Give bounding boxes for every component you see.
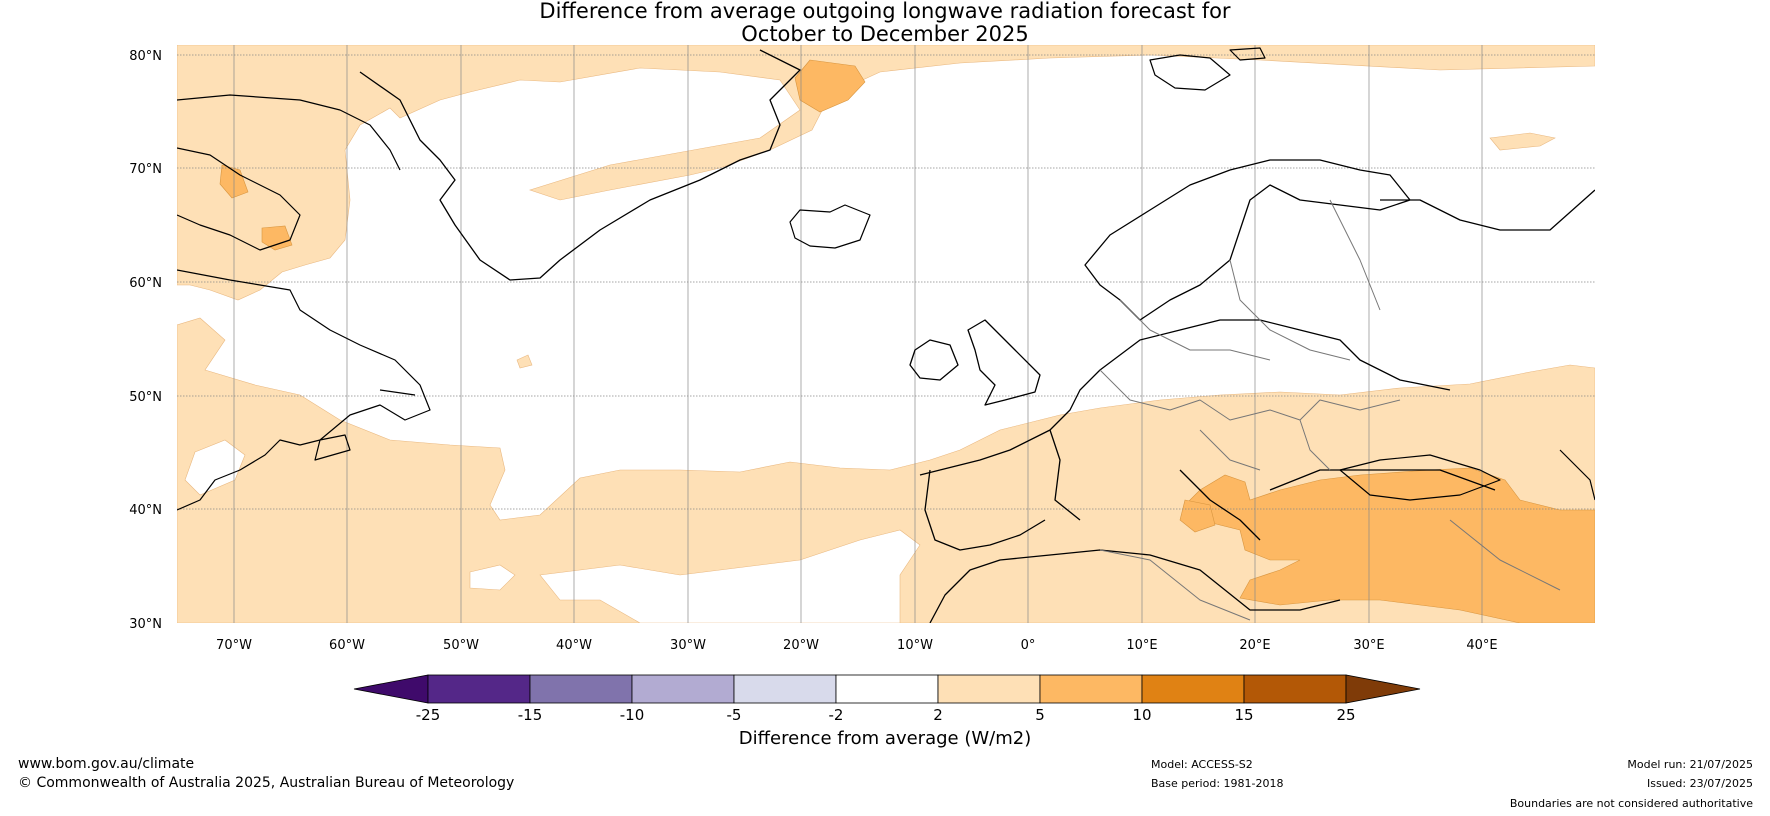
colorbar-tick-label: -25 — [416, 706, 441, 724]
coastline-svalbard — [1149, 47, 1266, 91]
lon-label-50w: 50°W — [443, 638, 479, 653]
anomaly-region-west-atlantic — [177, 317, 1595, 623]
map-gridlines — [177, 45, 1595, 623]
lat-label-60n: 60°N — [129, 276, 162, 291]
anomaly-region-greenland-east — [794, 59, 866, 113]
colorbar-tick-label: -15 — [518, 706, 543, 724]
colorbar-segment — [835, 674, 939, 704]
colorbar-segment — [1039, 674, 1143, 704]
lon-label-0: 0° — [1021, 638, 1036, 653]
anomaly-region-east-med — [1184, 467, 1595, 623]
coastline-greenland — [359, 49, 801, 281]
coastline-british-isles — [909, 319, 1041, 406]
longitude-labels: 70°W 60°W 50°W 40°W 30°W 20°W 10°W 0° 10… — [216, 638, 1498, 653]
coastline-caspian-black-sea — [1339, 449, 1595, 501]
colorbar-segment — [529, 674, 633, 704]
map-title-line-2: October to December 2025 — [741, 22, 1029, 46]
anomaly-patch-atlantic — [516, 354, 533, 369]
colorbar-tick-label: 5 — [1035, 706, 1045, 724]
lat-label-80n: 80°N — [129, 49, 162, 64]
anomaly-region-north — [177, 45, 1595, 301]
boundary-disclaimer: Boundaries are not considered authoritat… — [1509, 797, 1753, 810]
colorbar-tick-label: -10 — [620, 706, 645, 724]
issued-date: Issued: 23/07/2025 — [1646, 777, 1753, 790]
anomaly-patch-barents — [1489, 132, 1556, 151]
colorbar-extend-low — [353, 674, 429, 704]
colorbar-tick-label: -2 — [829, 706, 844, 724]
lon-label-10e: 10°E — [1126, 638, 1157, 653]
colorbar-tick-label: 25 — [1336, 706, 1355, 724]
colorbar-segment — [1243, 674, 1347, 704]
lat-label-40n: 40°N — [129, 503, 162, 518]
coastline-iceland — [789, 204, 871, 249]
copyright-notice: © Commonwealth of Australia 2025, Austra… — [18, 775, 515, 791]
lon-label-30w: 30°W — [670, 638, 706, 653]
map-title-line-1: Difference from average outgoing longwav… — [539, 0, 1231, 23]
colorbar-segment — [733, 674, 837, 704]
anomaly-region-italy — [1179, 499, 1216, 533]
colorbar-tick-label: 2 — [933, 706, 943, 724]
coastline-scandinavia — [1084, 159, 1595, 321]
neutral-patch-south-1 — [469, 564, 516, 591]
neutral-patch-gulf — [184, 439, 246, 496]
lon-label-40e: 40°E — [1466, 638, 1497, 653]
colorbar-segment — [1141, 674, 1245, 704]
lon-label-30e: 30°E — [1353, 638, 1384, 653]
colorbar-tick-label: -5 — [727, 706, 742, 724]
coastlines — [177, 47, 1595, 623]
model-run-date: Model run: 21/07/2025 — [1627, 758, 1753, 771]
colorbar-segment — [427, 674, 531, 704]
colorbar: -25 -15 -10 -5 -2 2 5 10 15 25 — [353, 674, 1421, 724]
neutral-patch-south-2 — [539, 529, 921, 623]
coastline-canada-east — [177, 269, 431, 511]
coastline-europe-mainland — [919, 319, 1496, 541]
lon-label-40w: 40°W — [556, 638, 592, 653]
source-url[interactable]: www.bom.gov.au/climate — [18, 756, 195, 772]
lat-label-30n: 30°N — [129, 617, 162, 632]
lon-label-20w: 20°W — [783, 638, 819, 653]
colorbar-tick-label: 10 — [1132, 706, 1151, 724]
anomaly-fills — [177, 45, 1595, 623]
country-borders — [1099, 199, 1561, 621]
lat-label-50n: 50°N — [129, 390, 162, 405]
lon-label-20e: 20°E — [1239, 638, 1270, 653]
latitude-labels: 80°N 70°N 60°N 50°N 40°N 30°N — [129, 49, 162, 632]
lon-label-10w: 10°W — [897, 638, 933, 653]
lon-label-60w: 60°W — [329, 638, 365, 653]
lon-label-70w: 70°W — [216, 638, 252, 653]
base-period: Base period: 1981-2018 — [1151, 777, 1284, 790]
anomaly-region-labrador — [261, 225, 293, 251]
model-name: Model: ACCESS-S2 — [1151, 758, 1253, 771]
colorbar-extend-high — [1345, 674, 1421, 704]
colorbar-label: Difference from average (W/m2) — [738, 728, 1032, 749]
colorbar-segment — [631, 674, 735, 704]
lat-label-70n: 70°N — [129, 162, 162, 177]
colorbar-tick-label: 15 — [1234, 706, 1253, 724]
colorbar-segment — [937, 674, 1041, 704]
coastline-canadian-arctic — [177, 94, 401, 251]
